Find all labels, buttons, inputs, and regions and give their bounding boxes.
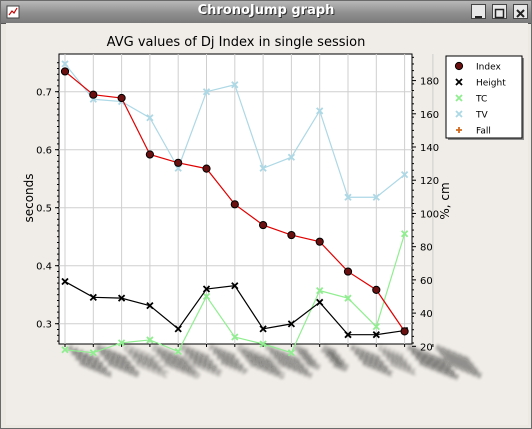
data-point-index — [400, 327, 409, 336]
minimize-button[interactable] — [471, 4, 486, 19]
data-point-tv — [344, 193, 352, 201]
series-height — [61, 277, 409, 339]
legend-label-index: Index — [476, 63, 501, 73]
data-point-height — [61, 277, 69, 286]
data-point-index — [60, 67, 70, 76]
data-point-tc — [259, 340, 267, 348]
y2-tick-label: 100 — [420, 209, 439, 220]
data-point-index — [117, 93, 126, 103]
y2-tick-label: 20 — [420, 342, 433, 353]
chart-title: AVG values of Dj Index in single session — [107, 35, 366, 50]
data-point-height — [146, 301, 154, 310]
data-point-tc — [61, 346, 69, 354]
y2-tick-label: 140 — [420, 143, 439, 154]
minimize-icon — [475, 16, 482, 18]
y-tick-label: 0.3 — [36, 320, 52, 331]
x-tick-labels: AAAAAAAAAAAAAAAAAAAAAAAABBBBBBBBBBBBBBBB… — [66, 343, 483, 382]
data-point-index — [202, 164, 211, 173]
data-point-height — [202, 285, 211, 293]
data-point-tv — [231, 81, 239, 89]
y-tick-label: 0.6 — [36, 146, 52, 157]
legend-label-tv: TV — [475, 111, 488, 121]
x-tick-label: JJJJJJ — [332, 358, 349, 372]
app-icon[interactable] — [6, 5, 20, 19]
series-tc — [61, 230, 409, 357]
legend-label-height: Height — [476, 79, 506, 89]
y-tick-label: 0.5 — [36, 204, 52, 215]
chart: AVG values of Dj Index in single session… — [22, 35, 524, 382]
y2-tick-label: 40 — [420, 309, 433, 320]
close-icon — [516, 9, 525, 18]
data-point-height — [117, 294, 126, 302]
data-point-tc — [174, 347, 182, 356]
legend-marker-index — [454, 61, 464, 71]
data-point-index — [343, 267, 353, 276]
data-point-index — [174, 158, 183, 167]
data-point-tv — [146, 114, 154, 122]
y-tick-label: 0.7 — [36, 88, 52, 99]
data-point-tc — [344, 294, 352, 302]
data-point-tv — [202, 88, 211, 96]
legend-label-tc: TC — [475, 95, 487, 105]
titlebar[interactable]: ChronoJump graph — [1, 1, 531, 24]
legend-marker-tc — [455, 94, 463, 102]
y-tick-label: 0.4 — [36, 262, 52, 273]
data-point-index — [315, 237, 324, 246]
data-point-tc — [89, 349, 97, 357]
close-button[interactable] — [513, 4, 528, 19]
data-point-index — [287, 230, 296, 240]
legend: Index Height TC TV Fall — [445, 55, 524, 140]
plot-frame — [58, 53, 413, 345]
data-point-tc — [287, 349, 296, 357]
data-point-index — [145, 150, 154, 159]
plot-area: 0.3 0.4 0.5 0.6 0.7 20 40 60 80 100 120 140 160 180 AA… — [36, 53, 483, 382]
data-point-index — [89, 90, 98, 99]
data-point-tv — [287, 153, 296, 161]
y-axis-label: seconds — [22, 173, 36, 222]
data-point-tv — [61, 60, 69, 68]
data-point-tc — [202, 292, 211, 301]
legend-marker-fall — [456, 127, 462, 133]
y2-tick-label: 120 — [420, 176, 439, 187]
data-point-tv — [372, 193, 380, 201]
data-point-tc — [146, 336, 154, 344]
y2-tick-label: 60 — [420, 276, 433, 287]
maximize-icon — [494, 8, 505, 19]
data-point-index — [230, 200, 239, 209]
y2-tick-label: 160 — [420, 110, 439, 121]
data-point-tv — [316, 107, 324, 115]
data-point-tc — [316, 287, 324, 295]
data-point-index — [259, 220, 268, 230]
y2-axis-label: %, cm — [438, 182, 452, 219]
data-point-height — [316, 298, 324, 306]
data-point-height — [287, 320, 296, 328]
data-point-tv — [400, 171, 409, 179]
data-point-tc — [400, 230, 409, 238]
data-point-height — [344, 331, 352, 339]
data-point-height — [89, 293, 97, 301]
data-point-height — [231, 282, 239, 290]
data-point-height — [372, 331, 380, 339]
graph-canvas: AVG values of Dj Index in single session… — [6, 23, 528, 425]
maximize-button[interactable] — [492, 4, 507, 19]
data-point-height — [259, 325, 267, 333]
data-point-tc — [372, 322, 380, 331]
data-point-tc — [117, 339, 126, 347]
legend-label-fall: Fall — [476, 127, 491, 137]
legend-marker-height — [455, 78, 463, 86]
data-point-index — [372, 285, 381, 294]
data-point-tv — [259, 164, 267, 172]
y2-tick-label: 180 — [420, 77, 439, 88]
y2-tick-label: 80 — [420, 243, 433, 254]
legend-marker-tv — [455, 110, 463, 118]
data-point-tc — [231, 333, 239, 341]
data-point-height — [174, 325, 182, 333]
series-index — [60, 67, 409, 336]
window-title: ChronoJump graph — [197, 3, 335, 18]
